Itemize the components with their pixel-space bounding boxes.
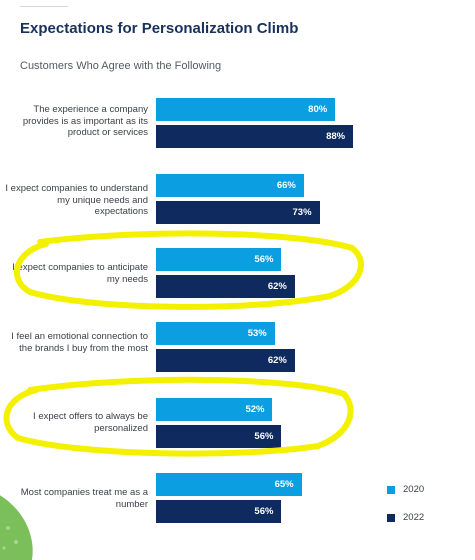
bar-2022: 62% [156, 275, 295, 298]
bar-2022: 62% [156, 349, 295, 372]
bar-value-label: 52% [245, 404, 265, 415]
bar-value-label: 56% [254, 506, 274, 517]
legend-label-2020: 2020 [403, 484, 425, 495]
bar-value-label: 66% [276, 180, 296, 191]
bar-value-label: 80% [308, 104, 328, 115]
bar-value-label: 53% [247, 328, 267, 339]
bar-2020: 66% [156, 174, 304, 197]
legend-item-2022: 2022 [387, 512, 424, 523]
bar-2020: 80% [156, 98, 336, 121]
bar-value-label: 62% [267, 355, 287, 366]
bar-2022: 88% [156, 125, 354, 148]
bar-value-label: 88% [326, 131, 346, 142]
legend-item-2020: 2020 [387, 484, 424, 495]
legend-label-2022: 2022 [403, 512, 425, 523]
bar-value-label: 73% [292, 207, 312, 218]
bar-2022: 56% [156, 425, 282, 448]
bar-value-label: 56% [254, 254, 274, 265]
bar-2022: 73% [156, 201, 320, 224]
category-label: I expect offers to always be personalize… [33, 411, 148, 434]
category-label: I expect companies to anticipate my need… [12, 262, 148, 285]
category-label: The experience a company provides is as … [22, 104, 148, 138]
leaf-decoration [0, 495, 33, 560]
bar-2022: 56% [156, 500, 282, 523]
bar-value-label: 56% [254, 431, 274, 442]
bar-2020: 65% [156, 473, 302, 496]
legend-swatch-2022 [387, 513, 395, 522]
bar-value-label: 65% [274, 479, 294, 490]
chart-title: Expectations for Personalization Climb [20, 20, 299, 37]
category-label: Most companies treat me as a number [20, 487, 148, 510]
bar-2020: 53% [156, 322, 275, 345]
legend-swatch-2020 [387, 485, 395, 494]
category-label: I feel an emotional connection to the br… [11, 331, 148, 354]
category-label: I expect companies to understand my uniq… [5, 183, 148, 217]
bar-2020: 56% [156, 248, 282, 271]
bar-2020: 52% [156, 398, 273, 421]
chart-subtitle: Customers Who Agree with the Following [20, 60, 222, 72]
top-rule [20, 6, 68, 7]
bar-value-label: 62% [267, 281, 287, 292]
